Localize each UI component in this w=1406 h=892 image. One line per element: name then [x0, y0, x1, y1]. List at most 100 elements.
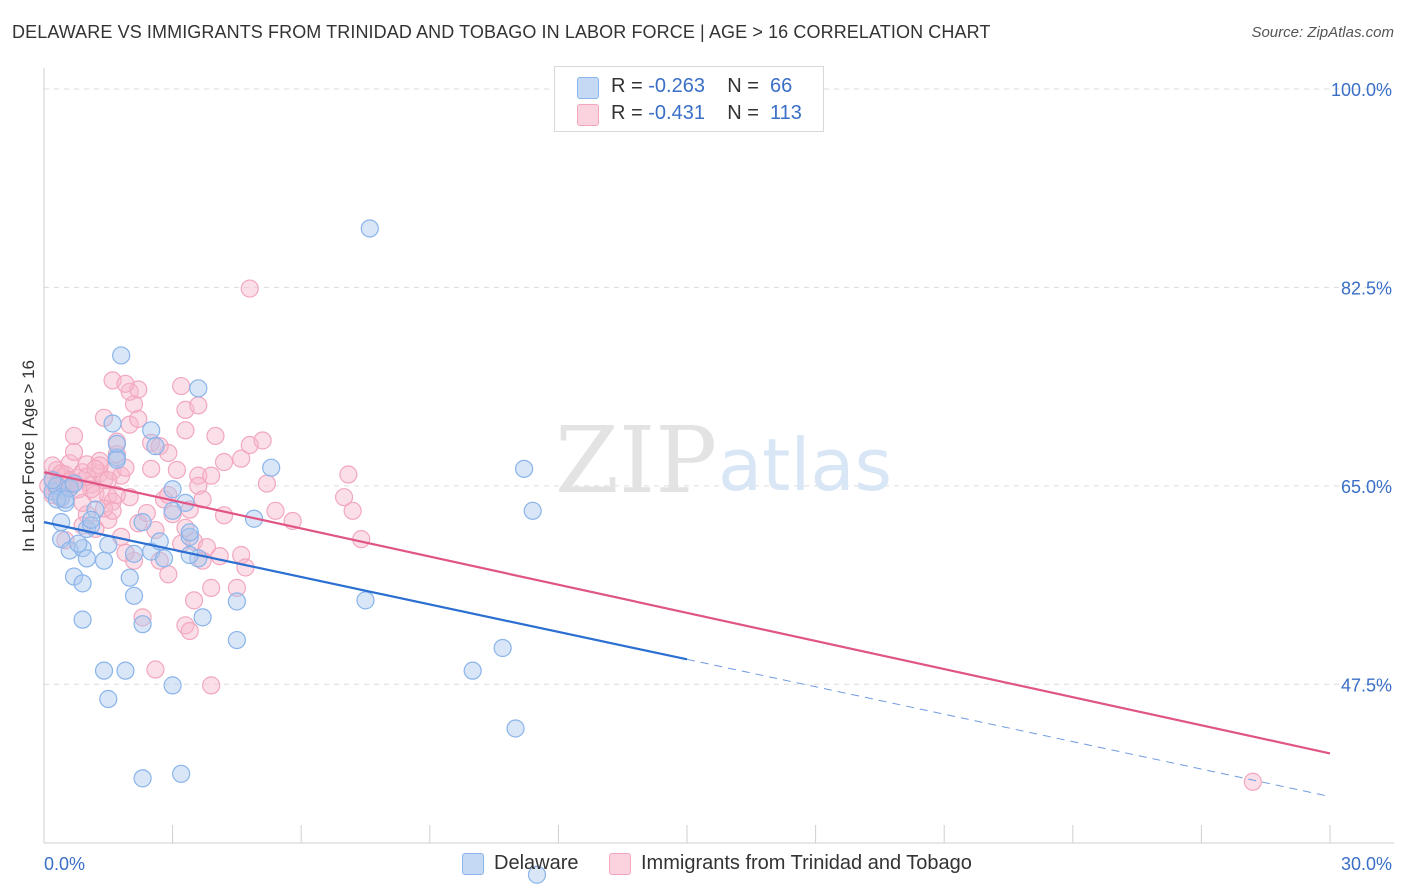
immigrants-point: [167, 460, 186, 480]
immigrants-point: [103, 501, 122, 520]
delaware-point: [227, 630, 246, 650]
delaware-point: [180, 527, 199, 546]
delaware-point: [103, 414, 122, 433]
delaware-swatch: [577, 77, 599, 99]
chart-source: Source: ZipAtlas.com: [1251, 24, 1394, 41]
delaware-point: [124, 544, 144, 563]
delaware-point: [99, 535, 118, 554]
y-axis-label: In Labor Force | Age > 16: [19, 360, 38, 552]
immigrants-point: [253, 431, 272, 450]
delaware-point: [86, 500, 105, 519]
immigrants-point: [202, 466, 221, 485]
immigrants-point: [339, 465, 358, 484]
delaware-point: [493, 638, 512, 658]
y-tick-label: 100.0%: [1331, 80, 1392, 100]
immigrants-point: [107, 485, 126, 505]
delaware-point: [99, 689, 118, 709]
delaware-point: [193, 608, 212, 627]
r-value-immigrants: -0.431: [648, 102, 705, 124]
delaware-point: [356, 591, 375, 610]
delaware-legend-swatch: [462, 853, 484, 875]
immigrants-point: [343, 501, 362, 520]
delaware-point: [107, 434, 126, 453]
immigrants-point: [1243, 772, 1262, 791]
immigrants-point: [146, 660, 165, 679]
delaware-point: [463, 661, 482, 680]
immigrants-point: [206, 426, 225, 446]
immigrants-point: [180, 621, 199, 641]
delaware-point: [506, 719, 525, 738]
delaware-point: [262, 458, 281, 477]
watermark-zip: ZIP: [555, 407, 717, 514]
immigrants-point: [227, 578, 246, 597]
immigrants-point: [176, 421, 195, 440]
delaware-point: [82, 510, 101, 529]
legend-label-delaware: Delaware: [494, 852, 579, 874]
delaware-point: [107, 450, 126, 469]
immigrants-point: [210, 547, 229, 566]
r-label: R =: [611, 75, 643, 97]
immigrants-point: [240, 279, 259, 298]
delaware-point: [163, 676, 182, 695]
immigrants-point: [257, 474, 277, 493]
delaware-point: [146, 437, 165, 456]
delaware-point: [180, 523, 199, 542]
series-immigrants-points: [39, 279, 1262, 791]
immigrants-point: [64, 442, 84, 461]
delaware-point: [120, 568, 139, 587]
delaware-point: [163, 480, 182, 499]
immigrants-point: [133, 608, 152, 627]
x-tick-label: 30.0%: [1341, 854, 1392, 874]
delaware-point: [69, 534, 88, 553]
series-delaware-points: [43, 219, 547, 884]
delaware-trend-line: [43, 521, 688, 661]
watermark: ZIP atlas: [555, 407, 892, 514]
delaware-point: [116, 661, 135, 680]
immigrants-point: [232, 449, 251, 468]
grid-lines: [44, 88, 1394, 685]
delaware-point: [172, 764, 191, 783]
delaware-trend-line-extension: [686, 658, 1331, 798]
delaware-point: [154, 549, 174, 568]
immigrants-point: [352, 530, 371, 549]
trend-lines: [43, 471, 1331, 798]
immigrants-point: [86, 459, 105, 478]
delaware-point: [133, 513, 152, 532]
delaware-point: [527, 865, 547, 884]
immigrants-legend-swatch: [609, 853, 631, 875]
x-tick-label: 0.0%: [44, 854, 85, 874]
watermark-atlas: atlas: [718, 423, 892, 507]
delaware-point: [56, 490, 75, 509]
immigrants-point: [189, 466, 208, 485]
y-tick-label: 65.0%: [1341, 477, 1392, 497]
delaware-point: [515, 459, 534, 478]
delaware-point: [73, 610, 92, 629]
delaware-point: [133, 615, 152, 634]
y-tick-label: 47.5%: [1341, 675, 1392, 695]
delaware-point: [112, 346, 131, 365]
immigrants-point: [116, 374, 135, 393]
immigrants-point: [189, 396, 208, 415]
chart-title: DELAWARE VS IMMIGRANTS FROM TRINIDAD AND…: [12, 22, 991, 42]
delaware-point: [142, 421, 161, 440]
delaware-point: [523, 501, 542, 520]
immigrants-point: [189, 476, 208, 495]
delaware-point: [133, 769, 152, 788]
n-label: N =: [727, 102, 759, 124]
delaware-point: [77, 549, 96, 568]
n-label: N =: [727, 75, 759, 97]
immigrants-point: [266, 501, 285, 520]
immigrants-point: [202, 676, 221, 695]
delaware-point: [94, 551, 114, 570]
legend-label-immigrants: Immigrants from Trinidad and Tobago: [641, 852, 972, 874]
immigrants-point: [142, 459, 161, 478]
delaware-point: [189, 379, 208, 398]
n-value-delaware: 66: [770, 75, 793, 97]
immigrants-swatch: [577, 104, 599, 126]
delaware-point: [227, 592, 246, 611]
immigrants-point: [214, 452, 234, 472]
delaware-point: [124, 586, 144, 605]
immigrants-point: [334, 488, 354, 507]
delaware-point: [360, 219, 379, 238]
immigrants-point: [184, 591, 204, 610]
